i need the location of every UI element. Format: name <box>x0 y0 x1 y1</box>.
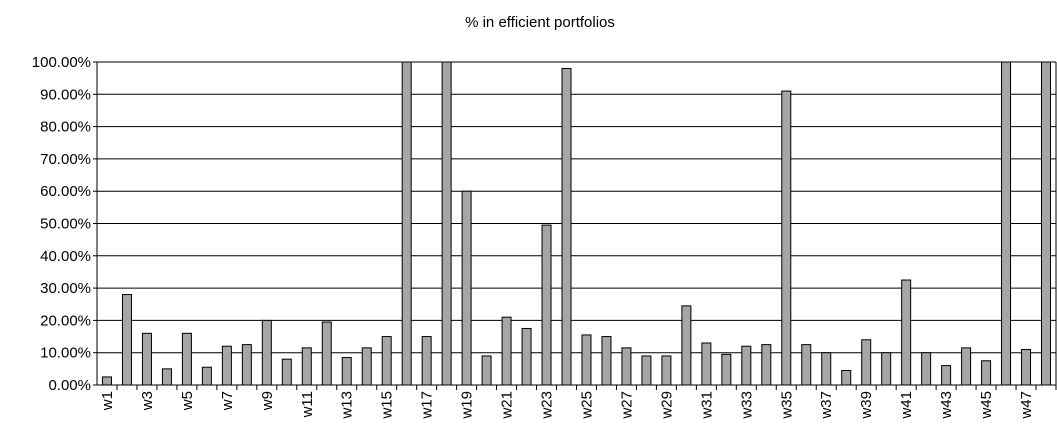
bar <box>861 339 872 386</box>
bar <box>821 352 832 386</box>
x-tick-label: w5 <box>179 391 196 411</box>
bar <box>681 305 692 386</box>
bar <box>421 336 432 386</box>
y-tick-label: 20.00% <box>40 312 91 329</box>
bar <box>1001 61 1012 386</box>
bar <box>761 344 772 386</box>
bar <box>541 224 552 386</box>
y-tick-label: 80.00% <box>40 119 91 136</box>
bar <box>481 355 492 386</box>
bar <box>801 344 812 386</box>
bar <box>581 334 592 386</box>
y-tick-label: 70.00% <box>40 151 91 168</box>
x-tick-label: w1 <box>99 391 116 411</box>
x-tick-label: w19 <box>459 391 476 420</box>
x-tick-label: w15 <box>379 391 396 420</box>
y-tick-label: 0.00% <box>48 377 91 394</box>
bar <box>441 61 452 386</box>
y-tick-label: 90.00% <box>40 86 91 103</box>
x-tick-label: w21 <box>499 391 516 420</box>
x-tick-label: w7 <box>219 391 236 411</box>
x-tick-label: w29 <box>658 391 675 420</box>
y-tick-label: 40.00% <box>40 248 91 265</box>
bar <box>341 357 352 386</box>
bar <box>241 344 252 386</box>
bar <box>381 336 392 386</box>
y-tick-label: 10.00% <box>40 345 91 362</box>
bar <box>141 332 152 386</box>
bar <box>461 190 472 386</box>
bar <box>121 294 132 386</box>
x-tick-label: w31 <box>698 391 715 420</box>
bar <box>781 90 792 386</box>
bar <box>361 347 372 386</box>
y-tick-label: 30.00% <box>40 280 91 297</box>
bar <box>281 358 292 386</box>
x-tick-label: w41 <box>898 391 915 420</box>
bar <box>321 321 332 386</box>
bar <box>501 316 512 386</box>
bar <box>641 355 652 386</box>
chart-title: % in efficient portfolios <box>465 14 615 31</box>
bar <box>521 327 532 386</box>
y-tick-label: 50.00% <box>40 216 91 233</box>
bar <box>1041 61 1052 386</box>
bar <box>881 352 892 386</box>
bar <box>101 376 112 386</box>
bar <box>261 319 272 386</box>
bar <box>201 366 212 386</box>
bar <box>181 332 192 386</box>
bar <box>221 345 232 386</box>
bar <box>921 352 932 386</box>
y-tick-label: 60.00% <box>40 183 91 200</box>
bar <box>401 61 412 386</box>
x-tick-label: w39 <box>858 391 875 420</box>
x-tick-label: w11 <box>299 391 316 418</box>
x-tick-label: w27 <box>618 391 635 420</box>
x-tick-label: w43 <box>938 391 955 420</box>
bar <box>741 345 752 386</box>
x-tick-label: w33 <box>738 391 755 420</box>
bar <box>661 355 672 386</box>
bar <box>981 360 992 386</box>
bar <box>841 369 852 386</box>
bar <box>701 342 712 386</box>
bar <box>901 279 912 386</box>
bar <box>621 347 632 386</box>
bar <box>301 347 312 386</box>
bar <box>561 67 572 386</box>
bar <box>601 336 612 386</box>
x-tick-label: w45 <box>978 391 995 420</box>
bar <box>941 365 952 386</box>
bar <box>1021 348 1032 386</box>
x-tick-label: w3 <box>139 391 156 411</box>
x-tick-label: w17 <box>419 391 436 420</box>
x-tick-label: w13 <box>339 391 356 420</box>
x-tick-label: w35 <box>778 391 795 420</box>
x-tick-label: w25 <box>578 391 595 420</box>
x-tick-label: w9 <box>259 391 276 411</box>
bar <box>161 368 172 386</box>
x-tick-label: w23 <box>539 391 556 420</box>
bar <box>961 347 972 386</box>
bar <box>721 353 732 386</box>
y-tick-label: 100.00% <box>32 54 91 71</box>
x-tick-label: w47 <box>1018 391 1035 420</box>
x-tick-label: w37 <box>818 391 835 420</box>
